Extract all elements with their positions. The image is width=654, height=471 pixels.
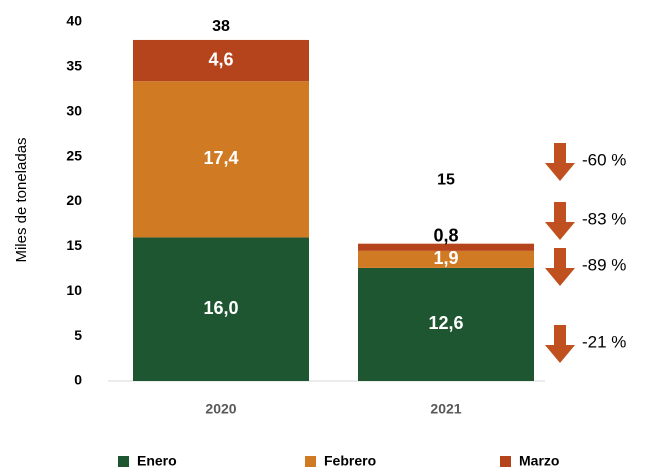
bar-segment	[133, 237, 309, 381]
annotation: -89 %	[582, 255, 626, 274]
legend-swatch	[118, 456, 129, 467]
arrow	[545, 325, 575, 363]
data-label: 16,0	[203, 298, 238, 318]
bar-segment	[133, 81, 309, 238]
arrow	[545, 248, 575, 286]
legend-label: Febrero	[324, 453, 376, 469]
data-label: 4,6	[208, 49, 233, 69]
data-label: 0,8	[433, 225, 458, 245]
total-label: 38	[212, 18, 230, 35]
legend-swatch	[500, 456, 511, 467]
total-label: 15	[437, 172, 455, 189]
y-tick-label: 0	[74, 372, 82, 388]
data-label: 12,6	[428, 313, 463, 333]
legend-label: Enero	[137, 453, 177, 469]
arrow	[545, 143, 575, 181]
y-tick-label: 30	[66, 102, 82, 118]
data-label: 17,4	[203, 148, 238, 168]
x-tick-label: 2020	[205, 401, 236, 417]
x-tick-label: 2021	[430, 401, 461, 417]
y-tick-label: 40	[66, 13, 82, 29]
y-tick-label: 25	[66, 147, 82, 163]
annotation: -21 %	[582, 332, 626, 351]
bar-segment	[133, 39, 309, 82]
legend-label: Marzo	[519, 453, 559, 469]
y-tick-label: 35	[66, 58, 82, 74]
y-tick-label: 10	[66, 282, 82, 298]
y-tick-label: 20	[66, 192, 82, 208]
data-label: 1,9	[433, 248, 458, 268]
bar-segment	[358, 243, 534, 251]
bar-segment	[358, 250, 534, 268]
y-tick-label: 15	[66, 237, 82, 253]
annotation: -60 %	[582, 150, 626, 169]
arrow	[545, 202, 575, 240]
legend-swatch	[305, 456, 316, 467]
bar-segment	[358, 267, 534, 381]
annotation: -83 %	[582, 209, 626, 228]
y-tick-label: 5	[74, 327, 82, 343]
y-axis-label: Miles de toneladas	[13, 137, 30, 262]
